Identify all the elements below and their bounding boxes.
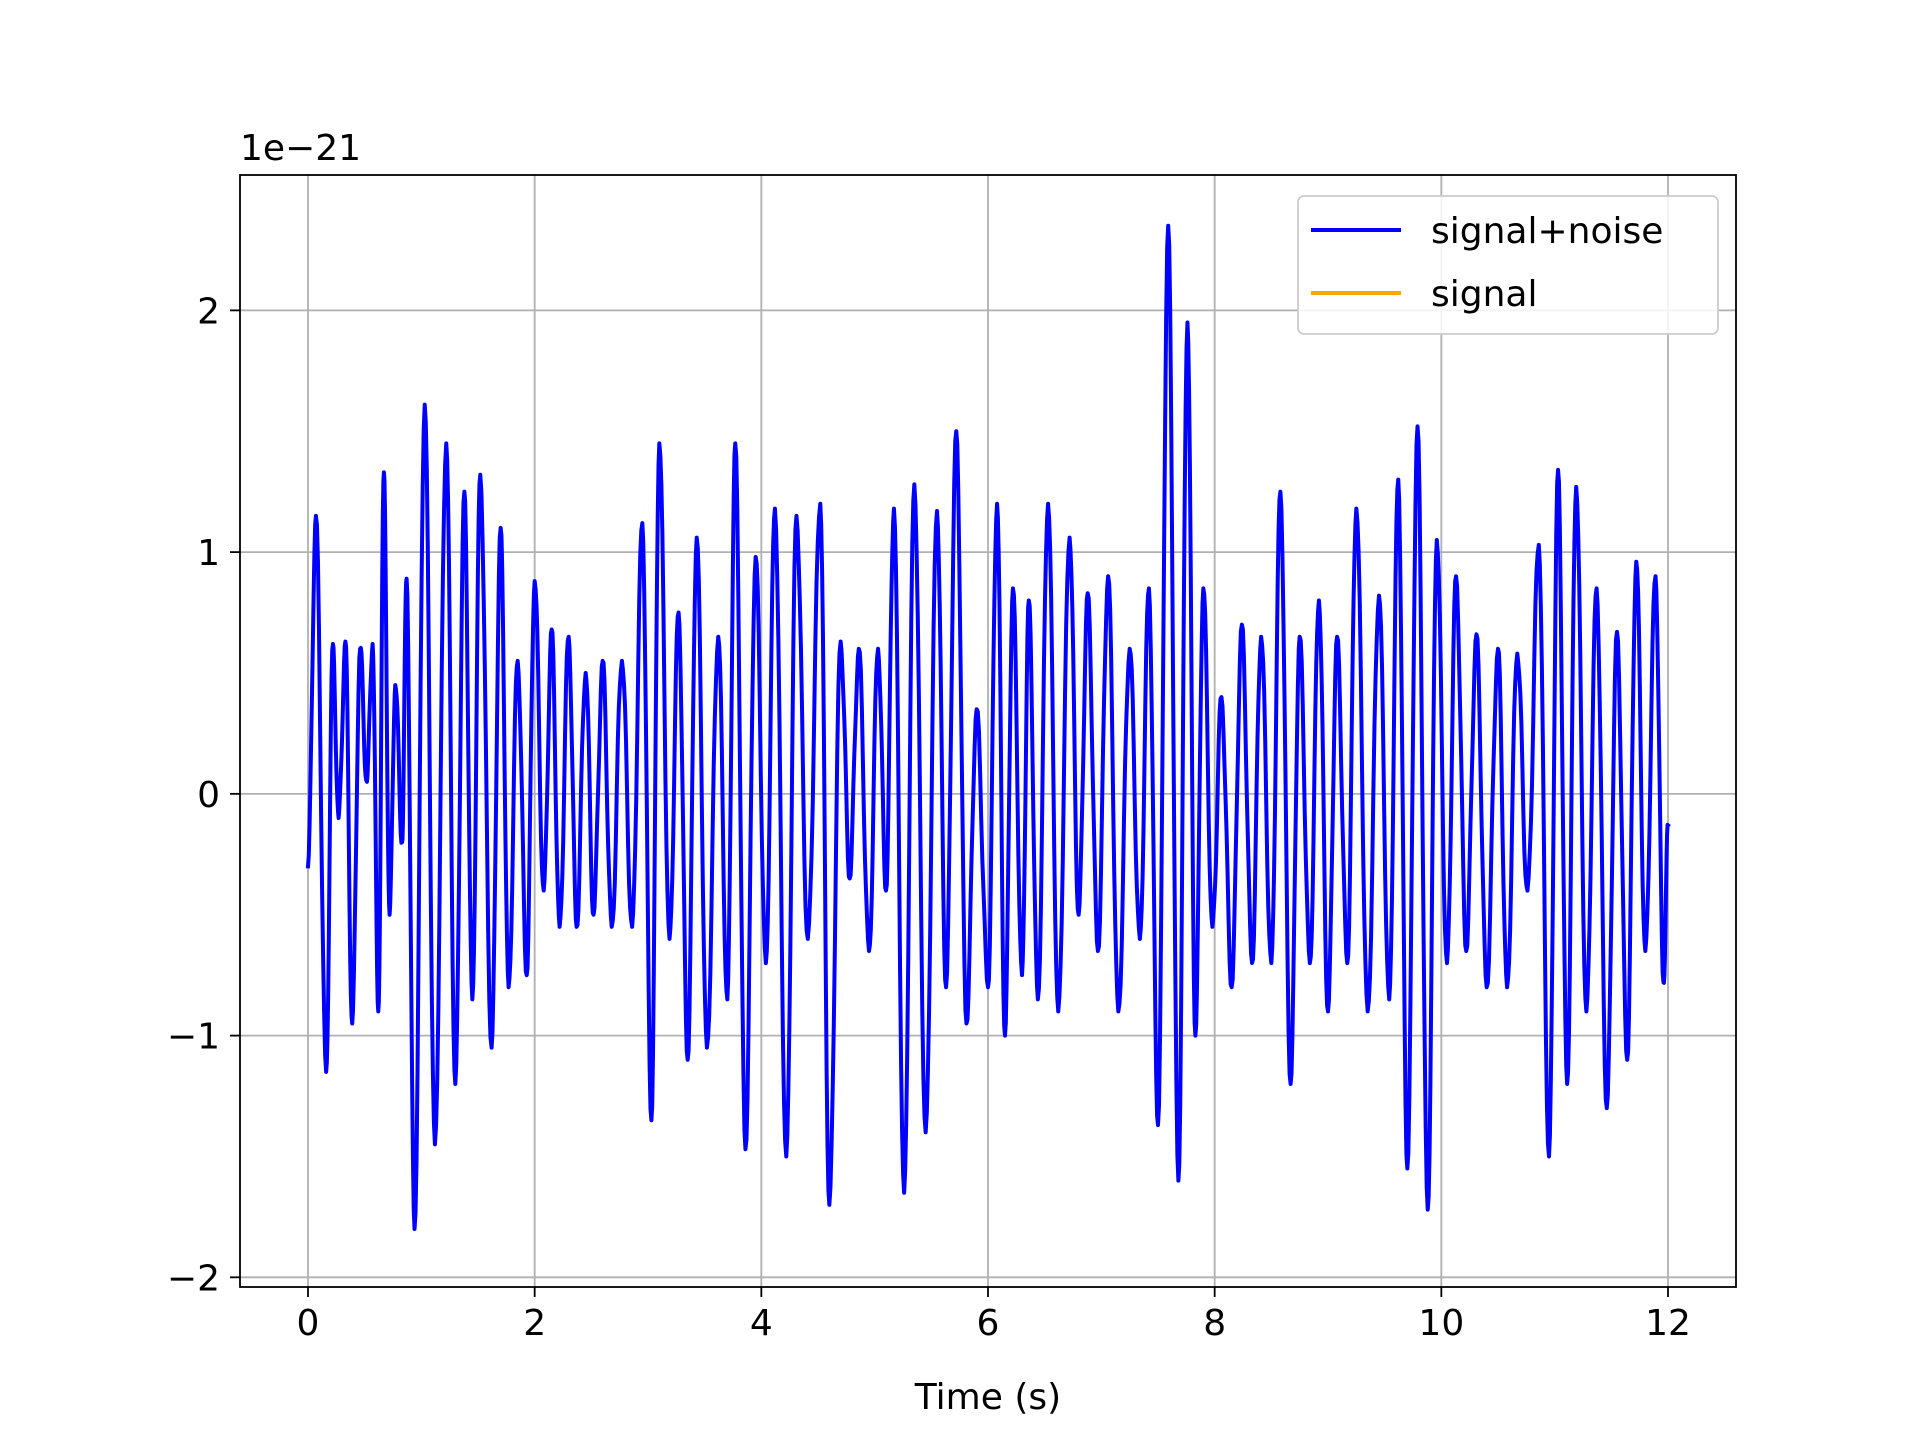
y-axis-ticks: −2 −1 0 1 2 <box>167 291 240 1299</box>
x-tick-label: 12 <box>1645 1303 1691 1344</box>
y-tick-label: 0 <box>197 775 220 816</box>
x-axis-label: Time (s) <box>914 1377 1061 1418</box>
series-signal-noise-line <box>305 223 1671 1231</box>
y-axis-offset-label: 1e−21 <box>240 128 361 169</box>
x-tick-label: 4 <box>750 1303 773 1344</box>
x-tick-label: 2 <box>523 1303 546 1344</box>
legend-label-signal-noise: signal+noise <box>1431 211 1663 252</box>
x-tick-label: 0 <box>297 1303 320 1344</box>
series-layer <box>305 223 1671 1231</box>
legend: signal+noise signal <box>1297 195 1719 335</box>
x-axis-ticks: 0 2 4 6 8 10 12 <box>297 1287 1691 1344</box>
x-tick-label: 6 <box>977 1303 1000 1344</box>
y-tick-label: 2 <box>197 291 220 332</box>
x-tick-label: 10 <box>1418 1303 1464 1344</box>
y-tick-label: −2 <box>167 1258 220 1299</box>
legend-box <box>1297 195 1719 335</box>
y-tick-label: −1 <box>167 1017 220 1058</box>
y-tick-label: 1 <box>197 533 220 574</box>
x-tick-label: 8 <box>1203 1303 1226 1344</box>
legend-label-signal: signal <box>1431 274 1538 315</box>
